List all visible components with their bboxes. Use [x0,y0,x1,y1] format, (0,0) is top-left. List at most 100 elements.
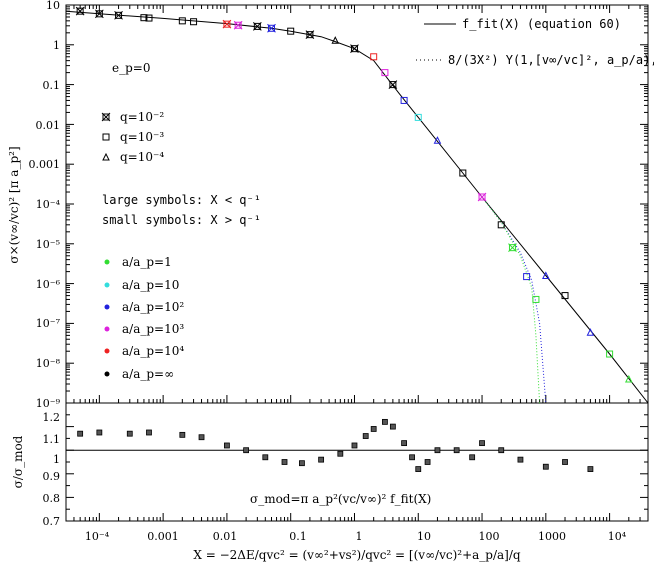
data-point-top [542,271,550,279]
data-point-bottom [96,429,103,436]
legend-marker-q2-label: q=10⁻² [120,110,164,124]
data-point-top [624,374,633,383]
ytick-top-1: 1 [53,39,60,52]
legend-color-3-label: a/a_p=10³ [122,322,184,336]
data-point-top [400,96,408,104]
data-point-bottom [370,426,377,432]
xtick-5: 10 [417,530,431,543]
data-point-top [381,69,389,77]
ytick-bot-1: 0.8 [43,492,61,505]
legend-marker-symbol [101,112,111,122]
ytick-top-7: 10⁻⁶ [36,278,61,291]
data-point-bottom [434,447,441,454]
large-symbols-note: large symbols: X < q⁻¹ [102,193,261,207]
legend-marker-q4-label: q=10⁻⁴ [120,150,164,164]
ytick-top-2: 0.1 [43,79,61,92]
ytick-bot-2: 0.9 [43,470,61,483]
data-point-bottom [337,450,344,457]
data-point-bottom [424,459,431,465]
data-point-top [532,295,540,303]
legend-color-0-label: a/a_p=1 [122,255,172,269]
legend-marker-q4: q=10⁻⁴ [102,150,164,164]
data-point-top [508,243,517,253]
legend-color-5-label: a/a_p=∞ [122,367,174,381]
data-point-top [145,14,153,22]
legend-color-2-dot [104,304,110,310]
data-point-top [606,350,614,358]
data-point-bottom [409,454,415,461]
data-point-top [388,80,398,89]
data-point-top [190,18,198,26]
fit-curve-line [65,10,649,404]
legend-marker-symbol [102,152,110,161]
legend-color-2-label: a/a_p=10² [122,300,184,314]
legend-color-4-label: a/a_p=10⁴ [122,344,184,358]
ytick-top-4: 0.001 [29,158,61,171]
xtick-4: 1 [356,530,363,543]
legend-color-1-dot [104,282,110,288]
data-point-top [287,27,295,35]
xtick-7: 1000 [538,530,566,543]
data-point-bottom [401,440,408,447]
legend-color-0-dot [104,259,110,265]
y-axis-label-bottom: σ/σ_mod [11,435,25,488]
data-point-top [114,10,123,20]
data-point-top [350,44,359,54]
data-point-bottom [389,423,396,430]
data-point-top [561,292,569,300]
dotted-curve-line [481,196,547,404]
data-point-bottom [318,456,325,463]
data-point-bottom [77,430,84,437]
data-point-top [267,23,276,33]
small-symbols-note: small symbols: X > q⁻¹ [102,213,261,227]
legend-color-5-dot [104,371,110,377]
legend-marker-q3-label: q=10⁻³ [120,130,164,144]
data-point-bottom [198,434,205,441]
ep-annotation: e_p=0 [112,61,150,75]
data-point-bottom [281,459,288,465]
legend-color-3-dot [104,326,110,332]
data-point-bottom [469,454,476,461]
ytick-bot-0: 0.7 [43,515,61,528]
data-point-top [252,22,262,31]
data-point-top [331,36,340,44]
data-point-top [222,19,232,29]
data-point-bottom [351,442,358,449]
legend-marker-q3: q=10⁻³ [102,130,164,144]
sigma-mod-annotation: σ_mod=π a_p²(vc/v∞)² f_fit(X) [250,492,431,506]
ytick-top-9: 10⁻⁸ [36,357,61,370]
data-point-top [178,17,186,25]
dotted-curve-line [481,196,541,404]
legend-fit-label: f_fit(X) (equation 60) [462,17,621,31]
ytick-bot-4: 1.1 [43,433,61,446]
legend-dotted-label: 8/(3X²) Υ(1,[v∞/vc]², a_p/a), q=10⁻² [448,53,654,67]
data-point-bottom [362,433,369,439]
legend-color-4-dot [104,348,110,354]
legend-marker-symbol [102,133,110,141]
data-point-top [140,14,148,22]
data-point-top [233,20,243,30]
xtick-1: 0.001 [147,530,179,543]
data-point-top [94,9,104,19]
data-point-bottom [479,440,485,447]
data-point-bottom [262,454,269,461]
data-point-bottom [299,460,305,467]
xtick-0: 10⁻⁴ [85,530,110,543]
data-point-bottom [179,431,186,438]
data-point-top [459,169,467,177]
data-point-top [305,30,315,39]
data-point-top [414,113,422,121]
xtick-3: 0.1 [289,530,307,543]
data-point-bottom [562,459,568,465]
data-point-bottom [243,447,250,454]
ytick-bot-3: 1 [53,453,60,466]
data-point-top [586,328,595,336]
xtick-2: 0.01 [213,530,238,543]
data-point-top [523,273,531,281]
xtick-6: 100 [479,530,500,543]
ytick-top-5: 10⁻⁴ [36,198,61,211]
ytick-top-0: 10 [46,0,60,12]
data-point-bottom [126,430,133,437]
x-axis-label: X = −2ΔE/qvc² = (v∞²+vs²)/qvc² = [(v∞/vc… [193,548,521,562]
